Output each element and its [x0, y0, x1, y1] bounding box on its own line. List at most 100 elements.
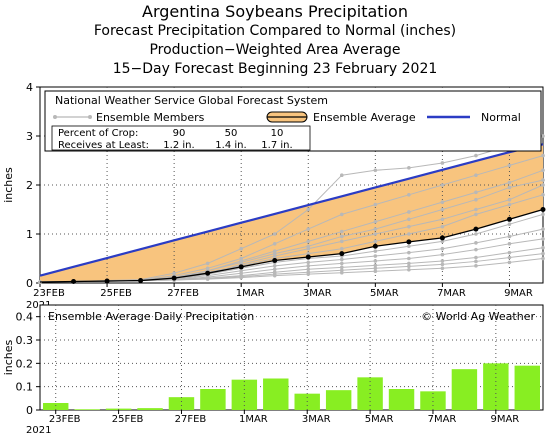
ensemble-member-point [541, 153, 545, 158]
daily-precip-bar [514, 365, 540, 410]
crop-amount-value: 1.4 in. [215, 140, 246, 151]
x-tick-label: 7MAR [437, 288, 466, 299]
daily-precip-bar [388, 389, 415, 410]
ensemble-member-point [340, 239, 344, 244]
ensemble-member-point [440, 161, 445, 165]
normal-vs-average-fill [40, 144, 543, 283]
ensemble-member-point [205, 261, 210, 266]
x-tick-label: 27FEB [167, 288, 199, 299]
ensemble-average-point [339, 251, 345, 257]
ensemble-member-point [541, 168, 545, 173]
ensemble-member-point [306, 264, 311, 268]
x-tick-label: 23FEB [33, 288, 65, 299]
ensemble-member-point [272, 249, 277, 253]
ensemble-member-point [340, 234, 344, 239]
ensemble-member-point [373, 269, 378, 274]
crop-amount-value: 1.2 in. [163, 140, 194, 151]
y-tick-label: 4 [26, 81, 33, 94]
ensemble-member-point [541, 256, 545, 261]
legend-members-label: Ensemble Members [96, 111, 205, 124]
ensemble-member-point [507, 242, 512, 246]
ensemble-member-point [38, 280, 42, 284]
x-tick-label-bottom: 5MAR [365, 414, 394, 425]
ensemble-member-point [373, 227, 378, 231]
ensemble-member-point [474, 241, 478, 245]
x-year-label: 2021 [26, 300, 51, 311]
daily-precip-bar [168, 397, 195, 410]
ensemble-member-point [541, 227, 545, 231]
ensemble-member-point [507, 197, 512, 202]
ensemble-member-point [440, 259, 445, 263]
ensemble-member-point [407, 250, 411, 255]
ensemble-member-point [407, 264, 411, 269]
ensemble-average-point [205, 270, 211, 276]
ensemble-member-point [440, 262, 445, 267]
daily-precip-bar [137, 408, 163, 410]
ensemble-member-point [407, 166, 411, 170]
ensemble-average-point [138, 278, 144, 284]
ensemble-member-point [306, 246, 311, 251]
ensemble-average-point [506, 216, 512, 222]
ensemble-member-point [340, 270, 344, 275]
y-tick-label: 1 [26, 228, 33, 241]
x-tick-label: 9MAR [504, 288, 533, 299]
ensemble-member-point [541, 183, 545, 187]
ensemble-member-point [507, 255, 512, 260]
x-tick-label-bottom: 3MAR [302, 414, 331, 425]
ensemble-member-point [373, 239, 378, 244]
ensemble-average-point [272, 257, 278, 263]
ensemble-average-point [171, 275, 177, 281]
ensemble-member-point [239, 259, 243, 263]
ensemble-member-point [474, 197, 478, 202]
ensemble-member-point [440, 217, 445, 222]
ensemble-member-point [306, 207, 311, 212]
daily-precip-bar [325, 390, 352, 410]
legend-title: National Weather Service Global Forecast… [55, 94, 328, 107]
ensemble-member-point [306, 251, 311, 256]
ensemble-member-point [474, 259, 478, 264]
x-tick-label: 25FEB [100, 288, 132, 299]
daily-precip-bar [451, 369, 478, 410]
ensemble-member-point [272, 242, 277, 246]
ensemble-member-point [474, 247, 478, 252]
ensemble-member-point [440, 239, 445, 244]
ensemble-member-point [373, 249, 378, 253]
ensemble-member-point [306, 272, 311, 276]
ensemble-member-point [474, 264, 478, 268]
ensemble-member-point [373, 202, 378, 207]
legend-members-dot [88, 115, 92, 119]
crop-table-box [51, 125, 311, 151]
ensemble-member-point [306, 227, 311, 231]
ensemble-average-point [473, 226, 479, 232]
x-tick-label: 5MAR [370, 288, 399, 299]
daily-precip-bar [74, 409, 100, 410]
ensemble-member-point [373, 263, 378, 268]
ensemble-member-point [474, 153, 478, 158]
crop-amount-value: 1.7 in. [261, 140, 292, 151]
x-tick-label-bottom: 23FEB [49, 414, 81, 425]
daily-precip-bar [43, 403, 69, 410]
ensemble-member-point [507, 202, 512, 207]
legend-normal-label: Normal [481, 111, 521, 124]
ensemble-average-point [238, 264, 244, 270]
ensemble-member-point [440, 266, 445, 271]
ensemble-member-point [541, 251, 545, 256]
chart-subtitle-1: Forecast Precipitation Compared to Norma… [93, 23, 457, 39]
ensemble-member-point [272, 273, 277, 278]
y-tick-label-bottom: 0.3 [16, 334, 34, 347]
ensemble-member-point [272, 264, 277, 268]
ensemble-member-point [440, 207, 445, 212]
chart-subtitle-2: Production−Weighted Area Average [149, 42, 401, 58]
ensemble-member-point [239, 246, 243, 251]
y-tick-label: 3 [26, 130, 33, 143]
ensemble-member-point [507, 234, 512, 239]
ensemble-member-point [407, 267, 411, 272]
ensemble-member-point [239, 275, 243, 280]
legend-members-dot [53, 115, 57, 119]
x-year-label-bottom: 2021 [26, 425, 51, 435]
ensemble-member-point [407, 232, 411, 236]
ensemble-member-point [507, 260, 512, 265]
ensemble-member-point [507, 250, 512, 255]
ensemble-member-point [407, 256, 411, 261]
ensemble-average-point [406, 239, 412, 245]
